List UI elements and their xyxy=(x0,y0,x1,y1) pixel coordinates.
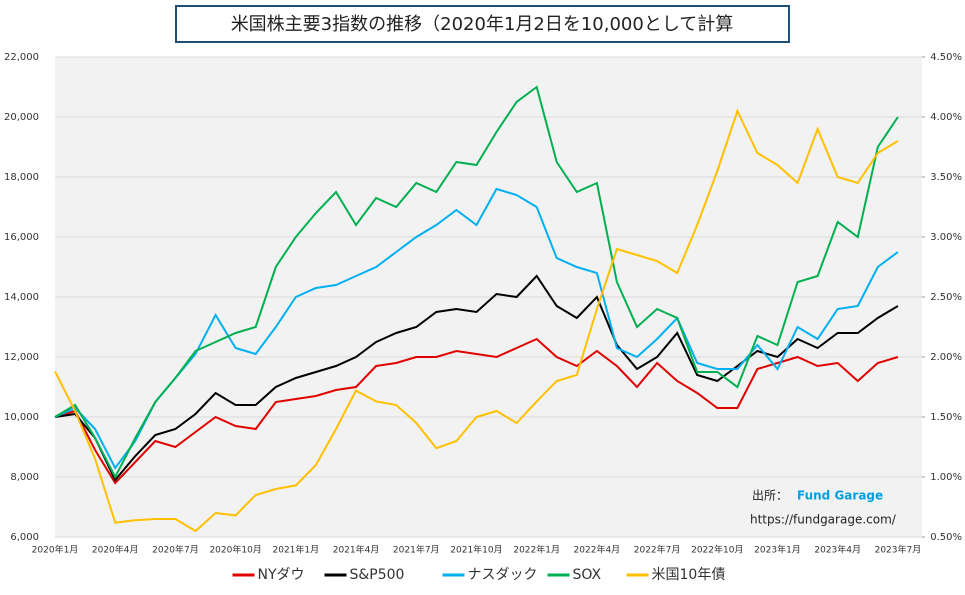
y2-tick-label: 4.00% xyxy=(930,112,962,123)
y2-tick-label: 1.50% xyxy=(930,412,962,423)
x-tick-label: 2021年10月 xyxy=(450,544,502,556)
x-tick-label: 2020年7月 xyxy=(152,544,199,556)
y2-tick-label: 4.50% xyxy=(930,52,962,63)
y2-tick-label: 3.50% xyxy=(930,172,962,183)
y-tick-label: 6,000 xyxy=(10,532,39,543)
x-tick-label: 2023年1月 xyxy=(754,544,801,556)
y-tick-label: 22,000 xyxy=(4,52,39,63)
series-line xyxy=(54,85,899,480)
source-url: https://fundgarage.com/ xyxy=(750,513,897,527)
title-box xyxy=(175,5,790,43)
legend-label: S&P500 xyxy=(350,567,405,583)
y-tick-label: 10,000 xyxy=(4,412,39,423)
x-tick-label: 2020年4月 xyxy=(92,544,139,556)
y-tick-label: 16,000 xyxy=(4,232,39,243)
source-name: Fund Garage xyxy=(797,489,883,503)
legend-label: 米国10年債 xyxy=(652,567,726,583)
y-tick-label: 8,000 xyxy=(10,472,39,483)
x-tick-label: 2022年7月 xyxy=(634,544,681,556)
y2-tick-label: 2.50% xyxy=(930,292,962,303)
chart-title: 米国株主要3指数の推移（2020年1月2日を10,000として計算 xyxy=(231,14,734,35)
y-tick-label: 14,000 xyxy=(4,292,39,303)
x-tick-label: 2021年4月 xyxy=(333,544,380,556)
legend-label: NYダウ xyxy=(258,567,305,583)
y2-tick-label: 2.00% xyxy=(930,352,962,363)
source-label: 出所： xyxy=(752,489,788,503)
y-tick-label: 18,000 xyxy=(4,172,39,183)
x-tick-label: 2022年10月 xyxy=(691,544,743,556)
x-tick-label: 2020年1月 xyxy=(32,544,79,556)
y-tick-label: 20,000 xyxy=(4,112,39,123)
series-line xyxy=(54,274,899,482)
x-tick-label: 2022年1月 xyxy=(513,544,560,556)
x-tick-label: 2021年1月 xyxy=(273,544,320,556)
y-tick-label: 12,000 xyxy=(4,352,39,363)
x-tick-label: 2023年4月 xyxy=(814,544,861,556)
series-line xyxy=(54,187,899,470)
y2-tick-label: 0.50% xyxy=(930,532,962,543)
series-line xyxy=(54,337,899,485)
series-line xyxy=(54,108,899,533)
legend-label: ナスダック xyxy=(468,567,538,583)
x-tick-label: 2022年4月 xyxy=(574,544,621,556)
y2-tick-label: 1.00% xyxy=(930,472,962,483)
legend-label: SOX xyxy=(573,567,602,583)
x-tick-label: 2021年7月 xyxy=(393,544,440,556)
x-tick-label: 2023年7月 xyxy=(875,544,922,556)
y2-tick-label: 3.00% xyxy=(930,232,962,243)
x-tick-label: 2020年10月 xyxy=(209,544,261,556)
